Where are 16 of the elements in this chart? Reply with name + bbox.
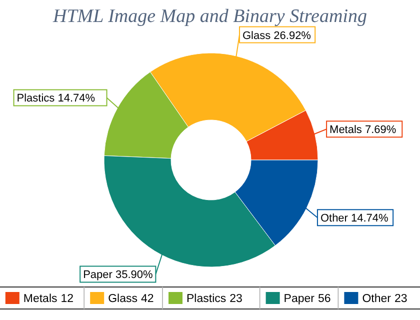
text: 23 <box>230 293 242 305</box>
text: 56 <box>318 293 331 305</box>
category-label: Glass 26.92% <box>242 30 311 42</box>
legend-label: Other <box>362 293 392 305</box>
legend-label: Paper <box>284 293 315 305</box>
text: 42 <box>141 293 154 305</box>
category-label: Metals 7.69% <box>330 124 396 136</box>
category-label: Plastics 14.74% <box>16 92 96 105</box>
text: 12 <box>60 293 74 305</box>
legend-label: Plastics <box>186 293 226 305</box>
legend-label: Metals <box>23 293 58 305</box>
legend-label: Glass <box>108 293 138 305</box>
chart-title: HTML Image Map and Binary Streaming <box>52 6 368 27</box>
category-label: Other 14.74% <box>320 212 388 225</box>
text: 23 <box>394 293 408 305</box>
category-label: Paper 35.90% <box>83 269 153 282</box>
